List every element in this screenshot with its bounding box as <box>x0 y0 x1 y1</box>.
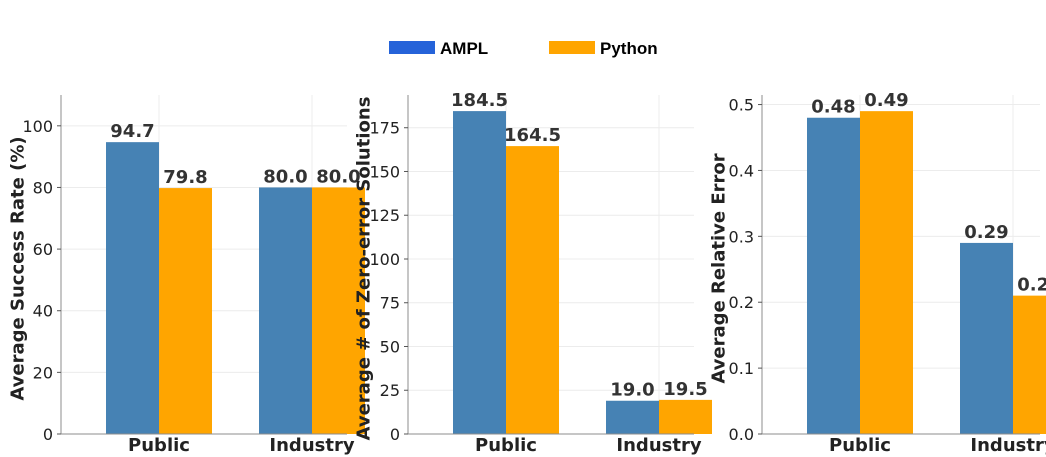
value-label-ampl-industry: 0.29 <box>964 222 1008 243</box>
bar-ampl-public <box>807 117 860 434</box>
y-tick-label: 0.4 <box>729 161 754 180</box>
value-label-python-public: 0.49 <box>864 90 908 111</box>
bar-ampl-industry <box>259 187 312 434</box>
x-category-label: Industry <box>269 435 354 456</box>
y-tick-label: 0.0 <box>729 425 754 444</box>
x-category-label: Public <box>475 435 537 456</box>
y-tick-label: 125 <box>369 206 400 225</box>
y-tick-label: 0 <box>43 425 53 444</box>
y-tick-label: 40 <box>33 302 53 321</box>
bar-ampl-public <box>453 111 506 434</box>
value-label-ampl-industry: 80.0 <box>263 166 307 187</box>
y-tick-label: 0.5 <box>729 96 754 115</box>
value-label-python-public: 79.8 <box>163 167 207 188</box>
zero-error-chart: 184.5 19.0 164.5 19.5 0 25 50 75 100 125 150 175 Pub… <box>354 90 712 456</box>
bar-ampl-industry <box>606 400 659 434</box>
y-tick-label: 20 <box>33 363 53 382</box>
bar-python-public <box>159 188 212 434</box>
bar-python-industry <box>312 187 365 434</box>
y-tick-label: 0 <box>390 425 400 444</box>
y-axis-title: Average Relative Error <box>709 153 730 383</box>
y-tick-label: 0.3 <box>729 227 754 246</box>
bar-python-industry <box>1013 295 1046 434</box>
legend-swatch-ampl <box>389 41 435 54</box>
y-tick-label: 50 <box>380 337 400 356</box>
bar-python-public <box>506 146 559 435</box>
bar-ampl-public <box>106 142 159 434</box>
x-category-label: Industry <box>616 435 701 456</box>
y-tick-label: 25 <box>380 381 400 400</box>
bar-ampl-industry <box>960 242 1013 434</box>
y-axis-title: Average # of Zero-error Solutions <box>354 97 375 441</box>
y-tick-label: 100 <box>22 117 53 136</box>
value-label-python-industry: 80.0 <box>316 166 360 187</box>
y-tick-label: 75 <box>380 294 400 313</box>
y-tick-label: 80 <box>33 178 53 197</box>
value-label-python-industry: 19.5 <box>663 379 707 400</box>
y-tick-label: 0.1 <box>729 359 754 378</box>
x-category-label: Industry <box>970 435 1046 456</box>
y-tick-label: 175 <box>369 119 400 138</box>
y-axis-title: Average Success Rate (%) <box>8 136 29 400</box>
legend-label-python: Python <box>600 39 658 58</box>
legend-swatch-python <box>549 41 595 54</box>
x-category-label: Public <box>829 435 891 456</box>
bar-python-public <box>860 111 913 435</box>
relative-error-chart: 0.48 0.29 0.49 0.21 0.0 0.1 0.2 0.3 0.4 0.5 Public… <box>709 90 1046 456</box>
value-label-python-industry: 0.21 <box>1017 275 1046 296</box>
y-tick-label: 150 <box>369 162 400 181</box>
x-category-label: Public <box>128 435 190 456</box>
value-label-python-public: 164.5 <box>504 125 561 146</box>
value-label-ampl-public: 184.5 <box>451 90 508 111</box>
success-rate-chart: 94.7 80.0 79.8 80.0 0 20 40 60 80 100 Public Indust… <box>8 95 365 456</box>
value-label-ampl-industry: 19.0 <box>610 380 654 401</box>
bar-python-industry <box>659 399 712 434</box>
y-tick-label: 100 <box>369 250 400 269</box>
value-label-ampl-public: 94.7 <box>110 121 154 142</box>
y-tick-label: 0.2 <box>729 293 754 312</box>
chart-panels: 94.7 80.0 79.8 80.0 0 20 40 60 80 100 Public Indust… <box>8 90 1046 456</box>
y-tick-label: 60 <box>33 240 53 259</box>
legend-label-ampl: AMPL <box>440 39 488 58</box>
legend: AMPL Python <box>389 39 658 58</box>
value-label-ampl-public: 0.48 <box>811 97 855 118</box>
